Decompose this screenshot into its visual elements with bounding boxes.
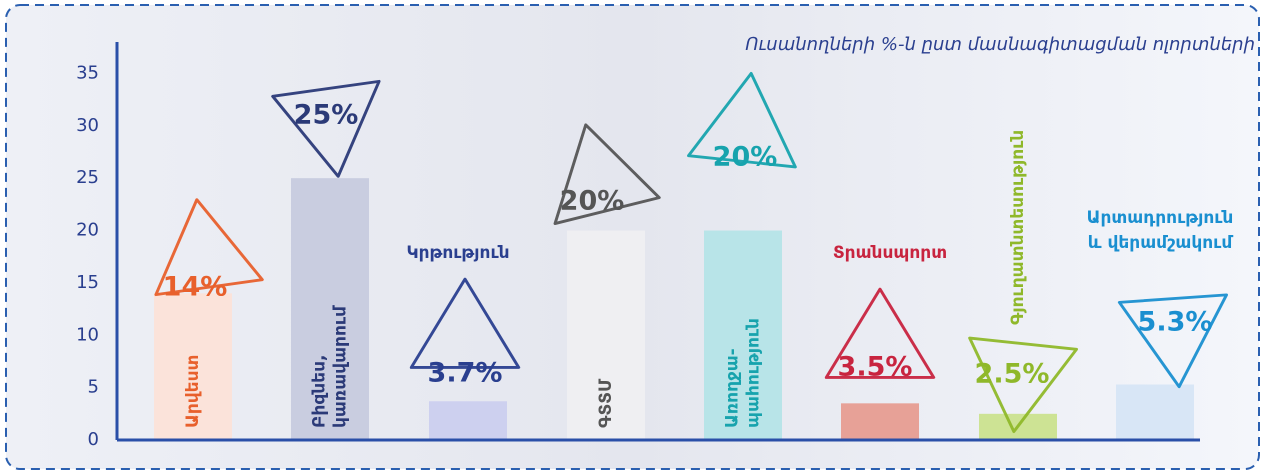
category-label-line: Առողջա- <box>723 348 743 428</box>
value-label: 5.3% <box>1138 307 1213 338</box>
category-label-line: Գյուղատնտեսություն <box>1008 130 1028 325</box>
bar <box>841 403 919 440</box>
category-label-line: Արվեստ <box>183 355 203 428</box>
category-label-line: և վերամշակում <box>1088 233 1234 253</box>
triangle-badge <box>271 79 381 178</box>
category-label-line: կառավարում <box>331 305 351 428</box>
bar <box>567 230 645 440</box>
y-tick-label: 10 <box>76 324 99 345</box>
chart-title: Ուսանողների %-ն ըստ մասնագիտացման ոլորտն… <box>745 34 1255 55</box>
category-label: Արտադրություն և վերամշակում <box>1087 208 1234 253</box>
y-tick-label: 0 <box>88 429 99 450</box>
triangle-badge <box>687 71 797 169</box>
category-label-line: Կրթություն <box>406 243 509 263</box>
value-label: 14% <box>163 272 228 303</box>
bar <box>1116 384 1194 440</box>
category-label-line: Բիզնես, <box>310 355 330 428</box>
value-label: 25% <box>294 100 359 131</box>
category-label: Բիզնես,կառավարում <box>310 305 351 428</box>
category-label-line: ԳՏՏՄ <box>596 378 616 428</box>
category-label-line: Տրանսպորտ <box>833 243 947 263</box>
y-tick-label: 5 <box>88 377 99 398</box>
category-label: Գյուղատնտեսություն <box>1008 130 1028 325</box>
category-label: Արվեստ <box>183 355 203 428</box>
y-tick-label: 15 <box>76 272 99 293</box>
category-label: Տրանսպորտ <box>833 243 947 263</box>
triangle-badge <box>409 277 521 369</box>
value-label: 3.7% <box>428 358 503 389</box>
y-tick-label: 25 <box>76 167 99 188</box>
category-label-line: պահություն <box>744 318 764 428</box>
y-tick-label: 20 <box>76 220 99 241</box>
bar <box>291 178 369 440</box>
bar <box>429 401 507 440</box>
triangle-badge <box>968 336 1078 434</box>
triangle-badge <box>1117 293 1229 389</box>
category-label: Առողջա-պահություն <box>723 318 764 428</box>
category-label: ԳՏՏՄ <box>596 378 616 428</box>
bar <box>704 230 782 440</box>
y-tick-label: 35 <box>76 62 99 83</box>
triangle-badge <box>553 123 661 225</box>
value-label: 20% <box>560 186 625 217</box>
value-label: 20% <box>713 142 778 173</box>
bar <box>154 293 232 440</box>
value-label: 3.5% <box>838 352 913 383</box>
y-tick-label: 30 <box>76 115 99 136</box>
category-label: Կրթություն <box>406 243 509 263</box>
value-label: 2.5% <box>975 359 1050 390</box>
category-label-line: Արտադրություն <box>1087 208 1234 228</box>
triangle-badge <box>154 198 264 297</box>
triangle-badge <box>824 287 936 379</box>
